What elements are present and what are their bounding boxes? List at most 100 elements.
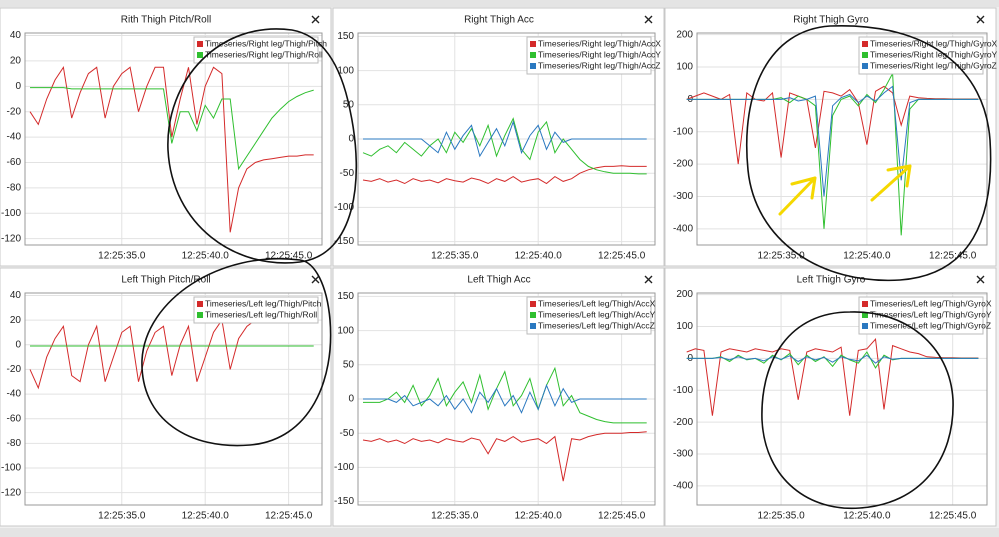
plot-frame	[357, 292, 656, 506]
x-tick-label: 12:25:40.0	[843, 251, 891, 262]
series-line	[363, 120, 647, 158]
toolbar-strip	[0, 0, 999, 7]
legend-swatch	[862, 323, 868, 329]
y-tick-label: -150	[334, 236, 354, 247]
x-tick-label: 12:25:35.0	[431, 251, 479, 262]
y-tick-label: -100	[1, 463, 21, 474]
series-line	[362, 165, 647, 185]
close-icon	[644, 275, 653, 284]
y-tick-label: 150	[337, 291, 354, 302]
legend-label: Timeseries/Left leg/Thigh/AccX	[538, 298, 656, 308]
legend-label: Timeseries/Left leg/Thigh/AccZ	[538, 320, 655, 330]
y-tick-label: -40	[7, 389, 22, 400]
legend-label: Timeseries/Right leg/Thigh/Pitch	[205, 38, 327, 48]
hand-circle	[141, 258, 332, 447]
y-tick-label: 40	[10, 30, 22, 41]
y-tick-label: -100	[1, 208, 21, 219]
charts: Rith Thigh Pitch/Roll40200-20-40-60-80-1…	[0, 7, 998, 527]
series-line	[686, 85, 979, 165]
x-tick-label: 12:25:45.0	[929, 511, 977, 522]
legend-label: Timeseries/Right leg/Thigh/Roll	[205, 49, 323, 59]
y-tick-label: -300	[673, 449, 693, 460]
y-tick-label: -400	[673, 223, 693, 234]
legend-label: Timeseries/Right leg/Thigh/GyroZ	[870, 60, 997, 70]
status-strip	[0, 528, 999, 537]
y-tick-label: -100	[334, 462, 354, 473]
legend	[526, 296, 652, 335]
chart-title: Right Thigh Acc	[464, 15, 534, 26]
legend	[193, 296, 319, 324]
y-tick-label: 40	[10, 290, 22, 301]
arrow	[870, 164, 912, 202]
arrows	[778, 164, 912, 216]
legend-label: Timeseries/Right leg/Thigh/AccY	[538, 49, 661, 59]
close-icon	[976, 275, 985, 284]
y-tick-label: -60	[7, 413, 22, 424]
y-tick-label: -200	[673, 417, 693, 428]
chart-title: Left Thigh Acc	[467, 275, 530, 286]
chart-panel: Left Thigh Acc 150 100 50 0 -50 -100 -150 12:25:…	[332, 267, 665, 527]
y-tick-label: -100	[673, 385, 693, 396]
x-tick-label: 12:25:40.0	[182, 511, 230, 522]
y-tick-label: 0	[348, 134, 354, 145]
x-tick-label: 12:25:40.0	[515, 511, 563, 522]
chart-panel: Left Thigh Pitch/Roll 40 20 0 -20 -40 -60 -80 -1…	[0, 267, 332, 527]
plot-frame	[24, 32, 323, 246]
y-tick-label: 100	[337, 325, 354, 336]
x-tick-label: 12:25:45.0	[598, 511, 646, 522]
legend-label: Timeseries/Right leg/Thigh/GyroY	[870, 49, 998, 59]
plot-frame	[357, 32, 656, 246]
y-tick-label: -50	[340, 168, 355, 179]
y-tick-label: -80	[7, 183, 22, 194]
legend-label: Timeseries/Left leg/Thigh/GyroZ	[870, 320, 991, 330]
legend-label: Timeseries/Right leg/Thigh/AccX	[538, 38, 661, 48]
close-icon	[644, 15, 653, 24]
legend	[858, 36, 984, 75]
x-tick-label: 12:25:35.0	[431, 511, 479, 522]
plot-frame	[24, 292, 323, 506]
y-tick-label: 20	[10, 315, 22, 326]
legend-swatch	[530, 52, 536, 58]
y-tick-label: 50	[343, 359, 355, 370]
x-tick-label: 12:25:35.0	[757, 251, 805, 262]
plot-frame	[696, 32, 988, 246]
y-tick-label: -100	[673, 126, 693, 137]
x-tick-label: 12:25:35.0	[757, 511, 805, 522]
legend	[526, 36, 652, 75]
x-tick-label: 12:25:40.0	[182, 251, 230, 262]
y-tick-label: -120	[1, 233, 21, 244]
legend-swatch	[530, 63, 536, 69]
y-tick-label: -150	[334, 496, 354, 507]
chart-panel: Right Thigh Gyro2001000-100-200-300-4001…	[664, 7, 998, 267]
series-line	[29, 65, 314, 233]
hand-circle	[167, 28, 358, 264]
x-tick-label: 12:25:45.0	[265, 251, 313, 262]
chart-title: Left Thigh Gyro	[797, 275, 866, 286]
y-tick-label: -200	[673, 159, 693, 170]
y-tick-label: 150	[337, 31, 354, 42]
series-line	[686, 354, 979, 364]
annotations	[141, 25, 992, 510]
x-tick-label: 12:25:40.0	[843, 511, 891, 522]
y-tick-label: -50	[340, 428, 355, 439]
legend-swatch	[862, 52, 868, 58]
series-line	[686, 85, 979, 197]
chart-panel: Rith Thigh Pitch/Roll 40 20 0 -20 -40 -60 -80 -1…	[0, 7, 332, 267]
legend	[193, 36, 319, 64]
legend-swatch	[862, 41, 868, 47]
legend-swatch	[197, 41, 203, 47]
legend-swatch	[197, 52, 203, 58]
legend-label: Timeseries/Left leg/Thigh/Pitch	[205, 298, 322, 308]
y-tick-label: -40	[7, 132, 22, 143]
close-icon	[976, 15, 985, 24]
series-line	[362, 431, 647, 482]
y-tick-label: 100	[337, 65, 354, 76]
legend-swatch	[197, 301, 203, 307]
hand-circle	[761, 311, 954, 510]
y-tick-label: 0	[15, 339, 21, 350]
legend-label: Timeseries/Left leg/Thigh/GyroX	[870, 298, 992, 308]
legend	[858, 296, 984, 335]
series-line	[686, 338, 979, 416]
y-tick-label: -60	[7, 157, 22, 168]
